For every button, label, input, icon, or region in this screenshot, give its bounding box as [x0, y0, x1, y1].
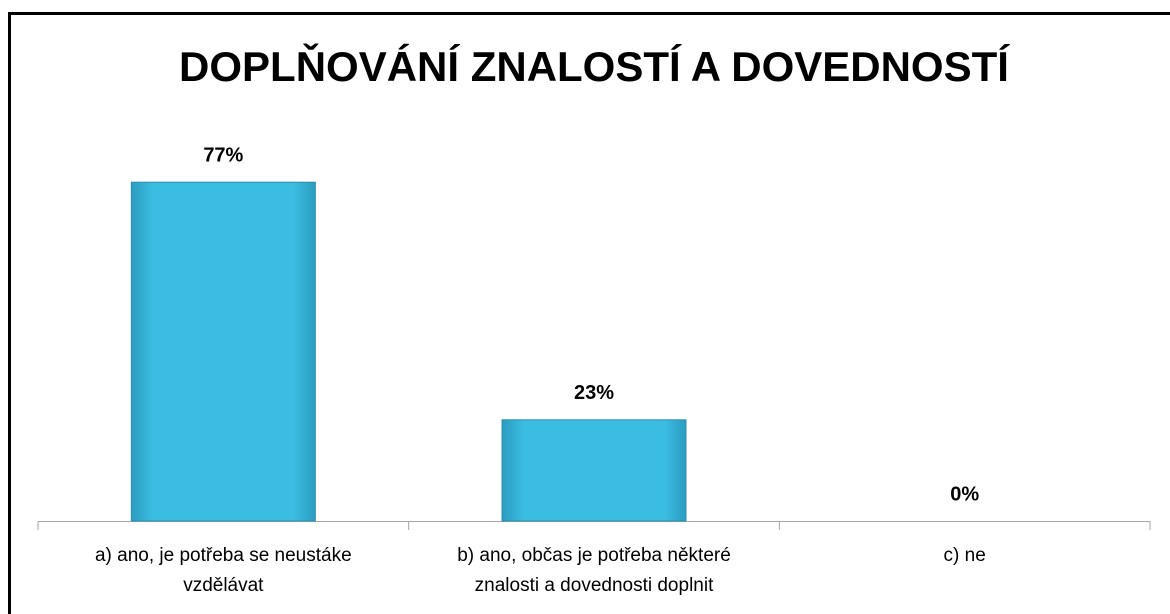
x-tick-label: a) ano, je potřeba se neustáke vzdělávat — [95, 545, 352, 596]
value-label: 77% — [203, 144, 243, 166]
chart-title: DOPLŇOVÁNÍ ZNALOSTÍ A DOVEDNOSTÍ — [179, 42, 1010, 90]
bar — [130, 181, 316, 522]
x-tick-label: b) ano, občas je potřeba některé znalosti… — [457, 545, 731, 596]
value-label: 0% — [950, 483, 979, 505]
value-label: 23% — [574, 382, 614, 404]
x-tick-label: c) ne — [944, 545, 986, 566]
bar — [501, 419, 687, 522]
